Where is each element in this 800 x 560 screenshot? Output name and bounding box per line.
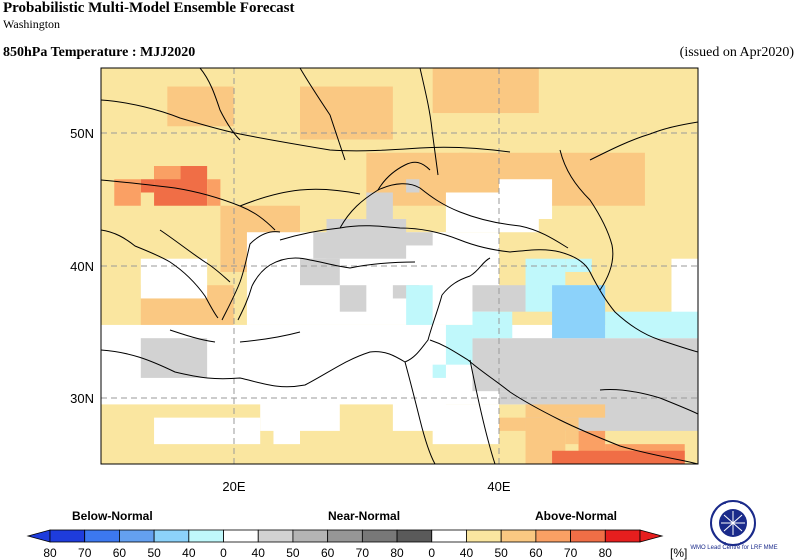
lat-label-40n: 40N [70, 259, 94, 274]
subtitle: Washington [3, 17, 61, 31]
prob-cell [472, 338, 698, 392]
prob-cell [432, 68, 539, 114]
legend-near-normal: Near-Normal [328, 509, 401, 523]
colorbar-swatch [535, 529, 571, 543]
prob-cell [273, 391, 300, 445]
prob-cell [207, 179, 221, 206]
variable-label: 850hPa Temperature : MJJ2020 [3, 45, 196, 60]
colorbar-swatch [396, 529, 433, 543]
logo-caption: WMO Lead Centre for LRF MME [690, 545, 778, 551]
gridlines [101, 68, 698, 464]
colorbar-tick-label: 70 [78, 546, 92, 560]
prob-cell [499, 417, 526, 431]
prob-cell [406, 179, 420, 193]
probability-cells [101, 68, 698, 464]
colorbar-tick-label: 50 [147, 546, 161, 560]
prob-cell [605, 311, 698, 339]
prob-cell [154, 417, 261, 445]
map-frame [100, 67, 699, 465]
colorbar-tick-label: 40 [182, 546, 196, 560]
lat-label-30n: 30N [70, 391, 94, 406]
colorbar-swatch [570, 529, 606, 543]
issued-label: (issued on Apr2020) [679, 45, 794, 60]
prob-cell [552, 285, 606, 339]
colorbar-tick-label: 70 [356, 546, 370, 560]
colorbar-swatch [500, 529, 537, 543]
prob-cell [339, 285, 367, 312]
colorbar-left-arrow [26, 529, 51, 543]
colorbar-swatch [361, 529, 398, 543]
prob-cell [432, 364, 446, 378]
colorbar-tick-label: 60 [529, 546, 543, 560]
colorbar-tick-label: 80 [599, 546, 613, 560]
colorbar-tick-label: 70 [564, 546, 578, 560]
prob-cell [300, 86, 393, 140]
prob-cell [499, 179, 553, 219]
colorbar-tick-label: 40 [460, 546, 474, 560]
colorbar-tick-label: 80 [390, 546, 404, 560]
colorbar-swatch [604, 529, 641, 543]
colorbar-tick-label: 60 [321, 546, 335, 560]
wmo-emblem-icon [710, 500, 756, 546]
colorbar-swatch [84, 529, 120, 543]
coastlines [101, 68, 698, 464]
colorbar-tick-label: 40 [252, 546, 266, 560]
prob-cell [406, 285, 433, 325]
prob-cell [445, 324, 473, 365]
colorbar-tick-label: 60 [113, 546, 127, 560]
prob-cell [565, 258, 592, 272]
legend-below-normal: Below-Normal [72, 509, 153, 523]
prob-cell [140, 179, 155, 193]
legend-above-normal: Above-Normal [535, 509, 618, 523]
colorbar: 80 70 60 50 40 0 40 50 60 70 80 0 40 50 60 70 80 [%] [26, 529, 687, 560]
prob-cell [565, 417, 579, 445]
prob-cell [525, 404, 606, 418]
prob-cell [392, 232, 433, 246]
colorbar-swatch [49, 529, 86, 543]
colorbar-swatch [292, 529, 329, 543]
colorbar-tick-label: 50 [286, 546, 300, 560]
prob-cell [472, 311, 513, 339]
colorbar-tick-label: 0 [428, 546, 435, 560]
title: Probabilistic Multi-Model Ensemble Forec… [3, 0, 295, 16]
prob-cell [167, 86, 234, 127]
colorbar-swatch [153, 529, 190, 543]
colorbar-unit: [%] [670, 546, 687, 560]
colorbar-swatch [188, 529, 224, 543]
colorbar-right-arrow [639, 529, 664, 543]
prob-cell [366, 192, 393, 246]
lat-label-50n: 50N [70, 126, 94, 141]
colorbar-swatch [223, 529, 259, 543]
colorbar-swatch [466, 529, 502, 543]
prob-cell [300, 258, 340, 286]
lon-label-40e: 40E [487, 479, 510, 494]
lon-label-20e: 20E [222, 479, 245, 494]
colorbar-swatch [119, 529, 155, 543]
prob-cell [432, 404, 499, 445]
colorbar-swatch [257, 529, 294, 543]
prob-cell [154, 166, 181, 180]
colorbar-swatch [431, 529, 467, 543]
colorbar-tick-label: 0 [220, 546, 227, 560]
colorbar-swatch [327, 529, 363, 543]
colorbar-tick-label: 80 [43, 546, 57, 560]
colorbar-tick-label: 50 [494, 546, 508, 560]
